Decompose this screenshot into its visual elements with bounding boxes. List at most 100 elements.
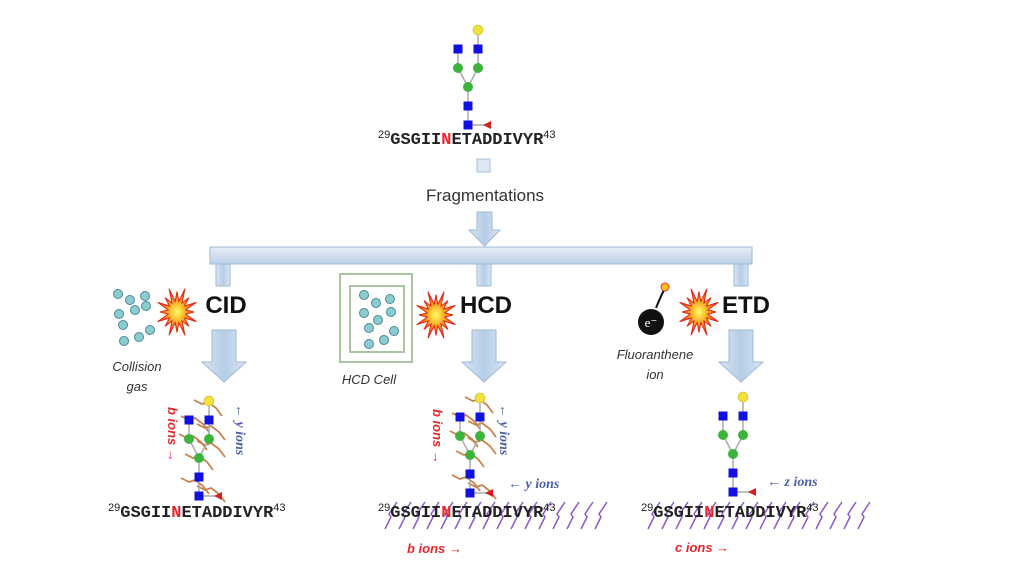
glycan-top bbox=[453, 24, 491, 130]
split-bar bbox=[209, 246, 753, 265]
branch-arrow-etd bbox=[717, 263, 765, 383]
peptide-cleavage-marks-etd bbox=[647, 501, 871, 530]
gas-molecule bbox=[371, 298, 381, 308]
fucose-triangle-icon bbox=[748, 488, 756, 496]
cleavage-stroke bbox=[510, 501, 524, 530]
mannose-circle-icon bbox=[475, 431, 485, 441]
cleavage-stroke bbox=[482, 501, 496, 530]
gas-molecule bbox=[389, 326, 399, 336]
method-label-cid: CID bbox=[205, 292, 246, 319]
hexnac-square-icon bbox=[194, 472, 204, 482]
cleavage-stroke bbox=[647, 501, 661, 530]
hcd-cell-molecules bbox=[359, 290, 399, 349]
fucose-triangle-icon bbox=[214, 492, 222, 500]
cleavage-stroke bbox=[580, 501, 594, 530]
mannose-circle-icon bbox=[738, 430, 748, 440]
hcd-cell-inner bbox=[349, 285, 405, 353]
cleavage-stroke bbox=[384, 501, 398, 530]
hexnac-square-icon bbox=[453, 44, 463, 54]
cleavage-stroke bbox=[196, 423, 226, 441]
hexnac-square-icon bbox=[728, 487, 738, 497]
hexnac-square-icon bbox=[465, 469, 475, 479]
cleavage-stroke bbox=[440, 501, 454, 530]
cleavage-stroke bbox=[801, 501, 815, 530]
galactose-circle-icon bbox=[737, 391, 749, 403]
etd-c-ions-label: c ions → bbox=[675, 540, 729, 555]
gas-molecule bbox=[114, 309, 124, 319]
cleavage-stroke bbox=[717, 501, 731, 530]
fragmentations-label: Fragmentations bbox=[426, 186, 544, 205]
gas-molecule bbox=[134, 332, 144, 342]
hexnac-square-icon bbox=[475, 412, 485, 422]
cleavage-stroke bbox=[745, 501, 759, 530]
electron-symbol: e⁻ bbox=[645, 315, 658, 330]
peptide-cleavage-marks-hcd bbox=[384, 501, 608, 530]
branch-arrow-hcd bbox=[460, 263, 508, 383]
gas-molecule bbox=[125, 295, 135, 305]
mannose-circle-icon bbox=[453, 63, 463, 73]
cleavage-stroke bbox=[815, 501, 829, 530]
hexnac-square-icon bbox=[463, 120, 473, 130]
cleavage-stroke bbox=[426, 501, 440, 530]
hexnac-square-icon bbox=[184, 415, 194, 425]
hexnac-square-icon bbox=[473, 44, 483, 54]
gas-molecule bbox=[379, 335, 389, 345]
cleavage-stroke bbox=[857, 501, 871, 530]
explosion-icon-etd bbox=[679, 288, 719, 336]
cleavage-stroke bbox=[843, 501, 857, 530]
cid-y-ions-label: ← y ions bbox=[232, 404, 247, 456]
cleavage-stroke bbox=[412, 501, 426, 530]
hcd-b-ions-peptide-label: b ions → bbox=[407, 541, 462, 556]
etd-caption-line2: ion bbox=[646, 367, 663, 382]
gas-molecule bbox=[386, 307, 396, 317]
glycan-cid bbox=[184, 395, 222, 501]
galactose-circle-icon bbox=[474, 392, 486, 404]
cleavage-stroke bbox=[552, 501, 566, 530]
gas-molecule bbox=[113, 289, 123, 299]
peptide-sequence-top: 29GSGIINETADDIVYR43 bbox=[378, 129, 556, 150]
arrow-stem bbox=[476, 158, 491, 173]
mannose-circle-icon bbox=[463, 82, 473, 92]
cleavage-stroke bbox=[467, 420, 497, 438]
etd-z-ions-label: ← z ions bbox=[767, 475, 818, 490]
hcd-cell-outer bbox=[339, 273, 413, 363]
gas-molecule bbox=[373, 315, 383, 325]
fucose-triangle-icon bbox=[485, 489, 493, 497]
hcd-b-ions-glycan-label: b ions → bbox=[430, 409, 445, 464]
cleavage-stroke bbox=[566, 501, 580, 530]
hexnac-square-icon bbox=[465, 488, 475, 498]
electron-bomb-icon: e⁻ bbox=[638, 282, 670, 335]
hexnac-square-icon bbox=[718, 411, 728, 421]
hexnac-square-icon bbox=[194, 491, 204, 501]
mannose-circle-icon bbox=[473, 63, 483, 73]
gas-molecule bbox=[119, 336, 129, 346]
gas-molecule bbox=[118, 320, 128, 330]
cleavage-stroke bbox=[787, 501, 801, 530]
galactose-circle-icon bbox=[472, 24, 484, 36]
cid-b-ions-label: b ions → bbox=[165, 407, 180, 462]
glycan-etd bbox=[718, 391, 756, 497]
cleavage-stroke bbox=[524, 501, 538, 530]
hexnac-square-icon bbox=[455, 412, 465, 422]
peptide-sequence-etd: 29GSGIINETADDIVYR43 bbox=[641, 502, 819, 523]
glycans bbox=[184, 24, 756, 501]
gas-molecule bbox=[359, 290, 369, 300]
gas-molecule bbox=[364, 323, 374, 333]
hexnac-square-icon bbox=[204, 415, 214, 425]
gas-molecule bbox=[140, 291, 150, 301]
hexnac-square-icon bbox=[728, 468, 738, 478]
gas-molecule bbox=[141, 301, 151, 311]
gas-molecule bbox=[364, 339, 374, 349]
cleavage-stroke bbox=[661, 501, 675, 530]
explosion-icon-cid bbox=[157, 288, 197, 336]
mannose-circle-icon bbox=[718, 430, 728, 440]
cleavage-stroke bbox=[773, 501, 787, 530]
hexnac-square-icon bbox=[738, 411, 748, 421]
branch-arrow-cid bbox=[200, 263, 248, 383]
galactose-circle-icon bbox=[203, 395, 215, 407]
method-label-hcd: HCD bbox=[460, 292, 512, 319]
cleavage-stroke bbox=[703, 501, 717, 530]
cleavage-stroke bbox=[689, 501, 703, 530]
etd-caption-line1: Fluoranthene bbox=[617, 347, 694, 362]
